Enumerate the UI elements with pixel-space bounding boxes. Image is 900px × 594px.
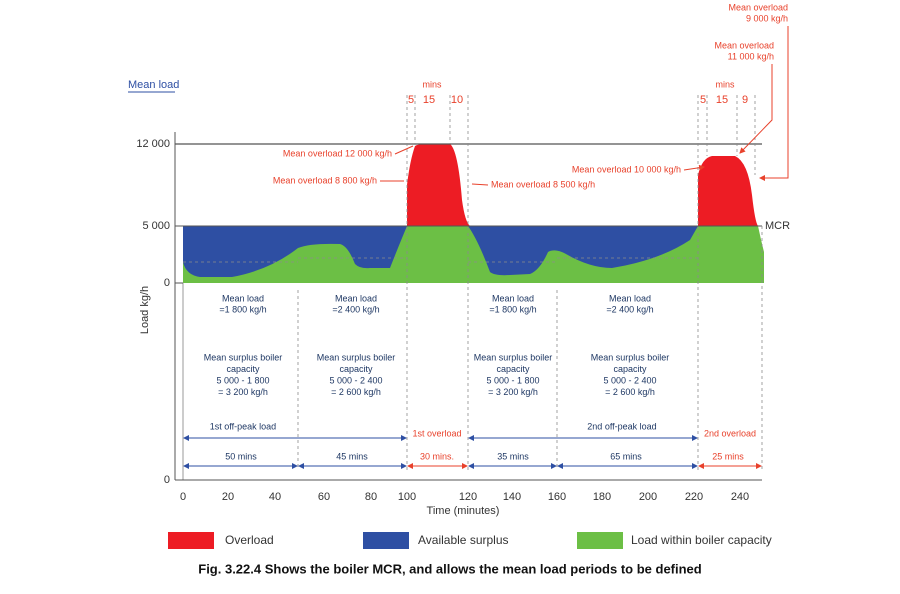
- duration-label: 30 mins.: [420, 451, 454, 461]
- surplus-label: 5 000 - 1 800: [486, 375, 539, 385]
- overload-label: Mean overload 8 800 kg/h: [273, 175, 377, 185]
- mean-load-label: Mean load: [335, 293, 377, 303]
- x-tick-label: 200: [639, 491, 657, 503]
- legend-label: Load within boiler capacity: [631, 533, 772, 547]
- x-tick-label: 180: [593, 491, 611, 503]
- callout-line: [380, 145, 704, 186]
- callout-label: Mean overload: [714, 40, 774, 50]
- axis-label: Time (minutes): [427, 505, 500, 517]
- duration-label: 50 mins: [225, 451, 257, 461]
- surplus-label: = 3 200 kg/h: [218, 387, 268, 397]
- segment-label: 15: [716, 94, 728, 106]
- mean-load-label: =1 800 kg/h: [489, 304, 536, 314]
- mins-label: mins: [715, 79, 735, 89]
- surplus-label: = 3 200 kg/h: [488, 387, 538, 397]
- period-line: [297, 95, 763, 470]
- surplus-label: Mean surplus boiler: [474, 352, 553, 362]
- legend-label: Available surplus: [418, 533, 509, 547]
- duration-label: 25 mins: [712, 451, 744, 461]
- surplus-label: capacity: [613, 364, 647, 374]
- segment-label: 5: [408, 94, 414, 106]
- y-tick-label: 12 000: [136, 138, 170, 150]
- x-tick-label: 40: [269, 491, 281, 503]
- callout-line: [759, 26, 789, 181]
- surplus-label: Mean surplus boiler: [204, 352, 283, 362]
- segment-label: 10: [451, 94, 463, 106]
- x-tick-label: 240: [731, 491, 749, 503]
- y-tick-label: 0: [164, 277, 170, 289]
- x-tick-label: 0: [180, 491, 186, 503]
- segment-label: 15: [423, 94, 435, 106]
- mean-line: [183, 257, 698, 263]
- surplus-label: 5 000 - 2 400: [603, 375, 656, 385]
- y-tick-label: 0: [164, 474, 170, 486]
- mins-label: mins: [422, 79, 442, 89]
- load-area: [183, 226, 764, 283]
- overload-label: Mean overload 12 000 kg/h: [283, 148, 392, 158]
- legend-swatch: [363, 532, 409, 549]
- x-tick-label: 120: [459, 491, 477, 503]
- surplus-label: 5 000 - 2 400: [329, 375, 382, 385]
- surplus-label: Mean surplus boiler: [591, 352, 670, 362]
- x-tick-label: 80: [365, 491, 377, 503]
- mean-load-label: =2 400 kg/h: [332, 304, 379, 314]
- span-label: 2nd off-peak load: [587, 421, 656, 431]
- axis-title: Mean load: [128, 79, 179, 91]
- surplus-label: capacity: [226, 364, 260, 374]
- segment-label: 5: [700, 94, 706, 106]
- callout-line: [739, 64, 773, 154]
- x-tick-label: 20: [222, 491, 234, 503]
- mean-load-label: Mean load: [609, 293, 651, 303]
- overload-label: Mean overload 8 500 kg/h: [491, 179, 595, 189]
- x-tick-label: 220: [685, 491, 703, 503]
- surplus-label: 5 000 - 1 800: [216, 375, 269, 385]
- x-tick-label: 60: [318, 491, 330, 503]
- surplus-label: capacity: [339, 364, 373, 374]
- surplus-label: Mean surplus boiler: [317, 352, 396, 362]
- span-label: 1st off-peak load: [210, 421, 276, 431]
- legend-swatch: [577, 532, 623, 549]
- callout-label: 9 000 kg/h: [746, 13, 788, 23]
- mean-load-label: Mean load: [492, 293, 534, 303]
- span-label: 1st overload: [412, 428, 461, 438]
- x-tick-label: 100: [398, 491, 416, 503]
- legend-label: Overload: [225, 533, 274, 547]
- duration-label: 45 mins: [336, 451, 368, 461]
- x-tick-label: 140: [503, 491, 521, 503]
- legend-swatch: [168, 532, 214, 549]
- mean-load-label: =2 400 kg/h: [606, 304, 653, 314]
- surplus-label: = 2 600 kg/h: [331, 387, 381, 397]
- callout-label: 11 000 kg/h: [728, 51, 774, 61]
- duration-label: 35 mins: [497, 451, 529, 461]
- x-tick-label: 160: [548, 491, 566, 503]
- duration-label: 65 mins: [610, 451, 642, 461]
- overload-area: [407, 144, 470, 226]
- mean-load-label: =1 800 kg/h: [219, 304, 266, 314]
- overload-area: [698, 156, 758, 226]
- mcr-label: MCR: [765, 220, 790, 232]
- y-tick-label: 5 000: [142, 220, 170, 232]
- mean-load-label: Mean load: [222, 293, 264, 303]
- caption: Fig. 3.22.4 Shows the boiler MCR, and al…: [198, 561, 702, 576]
- callout-label: Mean overload: [728, 2, 788, 12]
- span-label: 2nd overload: [704, 428, 756, 438]
- surplus-label: capacity: [496, 364, 530, 374]
- overload-label: Mean overload 10 000 kg/h: [572, 164, 681, 174]
- axis-label: Load kg/h: [139, 286, 151, 334]
- span-arrows: [183, 435, 698, 469]
- surplus-label: = 2 600 kg/h: [605, 387, 655, 397]
- segment-label: 9: [742, 94, 748, 106]
